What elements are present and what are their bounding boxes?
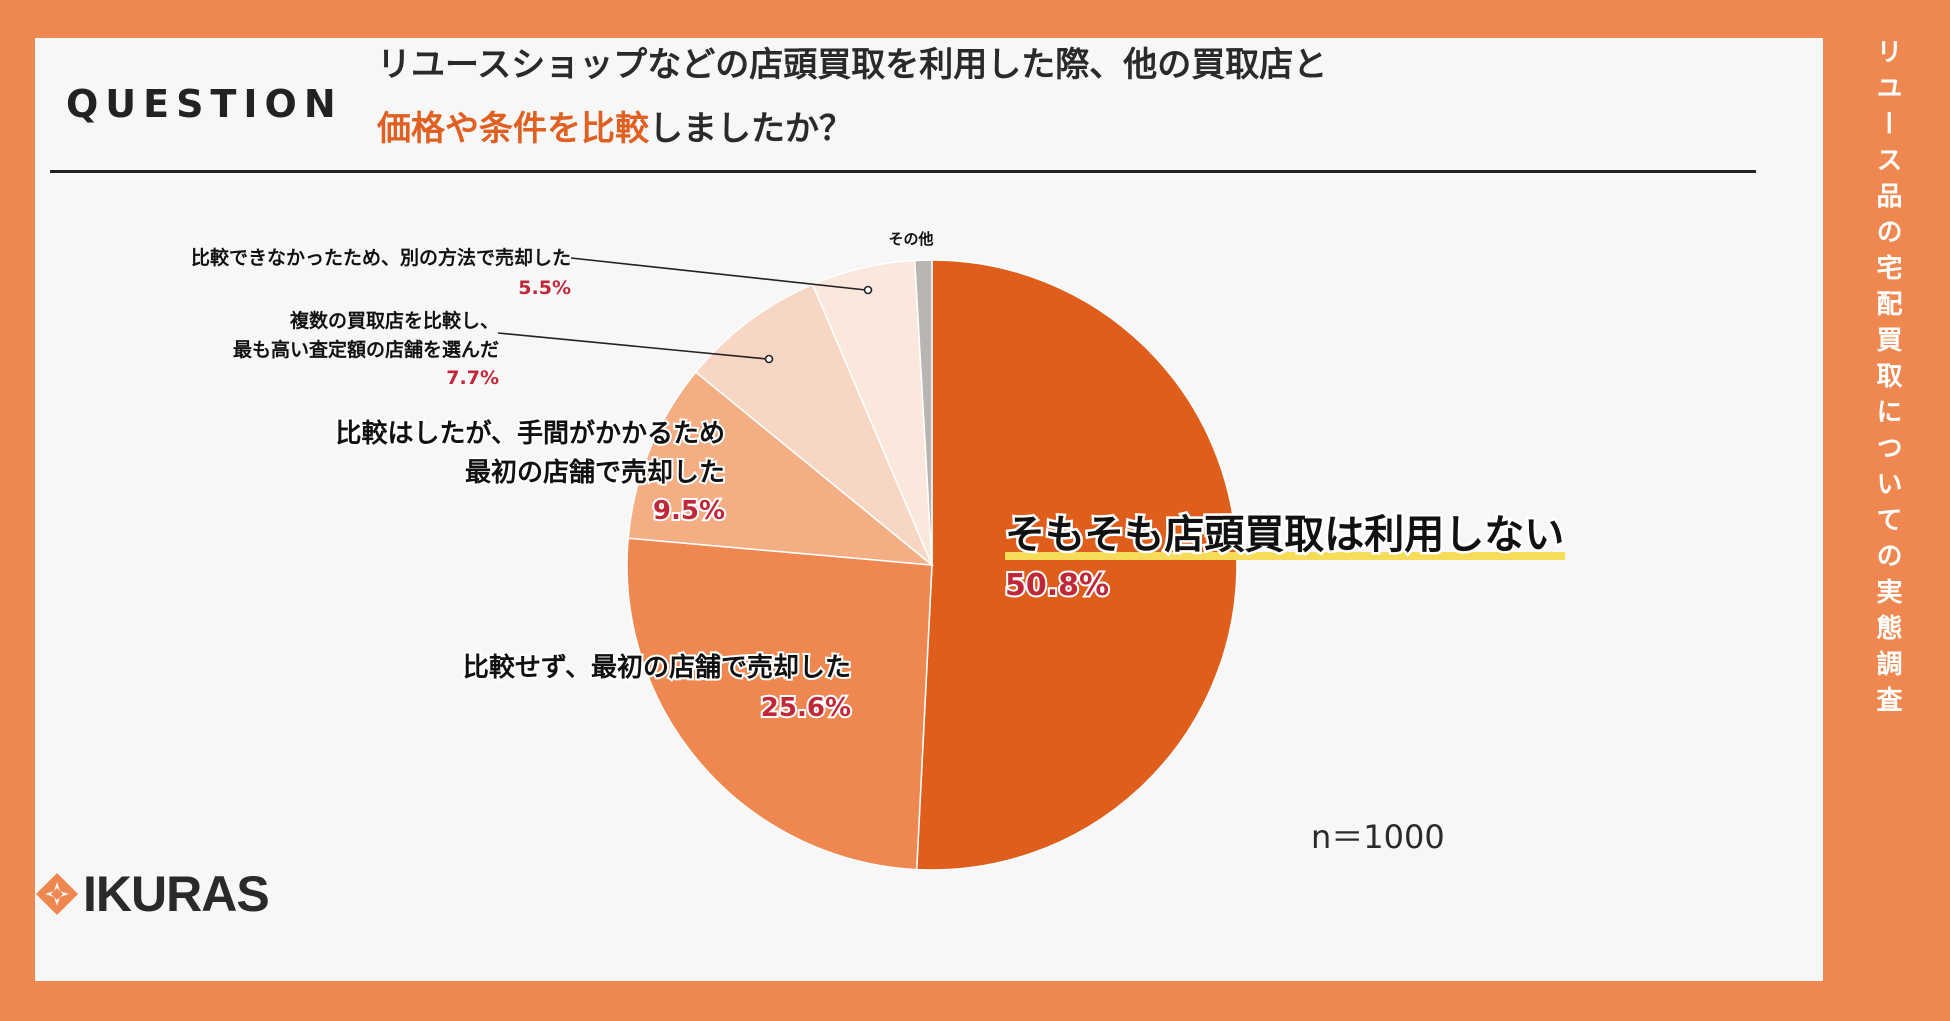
pie-slice-0 bbox=[915, 259, 1238, 871]
question-rest-text: しましたか？ bbox=[649, 109, 853, 149]
pie-slice-5 bbox=[913, 259, 933, 566]
question-accent-text: 価格や条件を比較 bbox=[377, 109, 649, 149]
label-s2-line1: 比較はしたが、手間がかかるため bbox=[336, 418, 725, 449]
label-s1: 比較せず、最初の店舗で売却した bbox=[463, 652, 851, 683]
main-label-highlight bbox=[1005, 552, 1565, 560]
pie-slice-1 bbox=[626, 537, 933, 871]
question-line-1: リユースショップなどの店頭買取を利用した際、他の買取店と bbox=[377, 45, 1328, 85]
leader-line-s3 bbox=[497, 332, 768, 360]
pct-s3: 7.7% bbox=[446, 367, 499, 389]
question-line-2: 価格や条件を比較しましたか？ bbox=[377, 97, 1327, 161]
pct-s4: 5.5% bbox=[518, 277, 571, 299]
side-title: リユース品の宅配買取についての実態調査 bbox=[1872, 38, 1902, 722]
label-s0: そもそも店頭買取は利用しない bbox=[1005, 512, 1564, 558]
label-s4: 比較できなかったため、別の方法で売却した bbox=[191, 246, 571, 269]
pct-s2: 9.5% bbox=[653, 496, 725, 526]
label-s3-line2: 最も高い査定額の店舗を選んだ bbox=[233, 338, 499, 361]
question-label: QUESTION bbox=[66, 82, 343, 126]
pie-slice-3 bbox=[694, 283, 933, 566]
label-s2-line2: 最初の店舗で売却した bbox=[465, 458, 725, 488]
sample-size: n＝1000 bbox=[1311, 818, 1445, 856]
label-s3-line1: 複数の買取店を比較し、 bbox=[289, 309, 499, 332]
ikuras-logo: IKURAS bbox=[35, 865, 270, 923]
diamond-logo-icon bbox=[36, 873, 78, 915]
logo-text: IKURAS bbox=[83, 866, 270, 922]
leader-lines bbox=[497, 257, 873, 364]
pie-slices bbox=[626, 259, 1238, 871]
label-s5: その他 bbox=[888, 230, 933, 248]
leader-dot-s4 bbox=[863, 285, 873, 295]
question-title: リユースショップなどの店頭買取を利用した際、他の買取店と 価格や条件を比較しまし… bbox=[377, 33, 1327, 161]
pie-slice-2 bbox=[627, 371, 935, 566]
pct-s0: 50.8% bbox=[1005, 568, 1109, 603]
leader-line-s4 bbox=[570, 257, 867, 291]
header-divider bbox=[50, 170, 1756, 173]
pct-s1: 25.6% bbox=[761, 693, 851, 723]
leader-dot-s3 bbox=[764, 354, 774, 364]
